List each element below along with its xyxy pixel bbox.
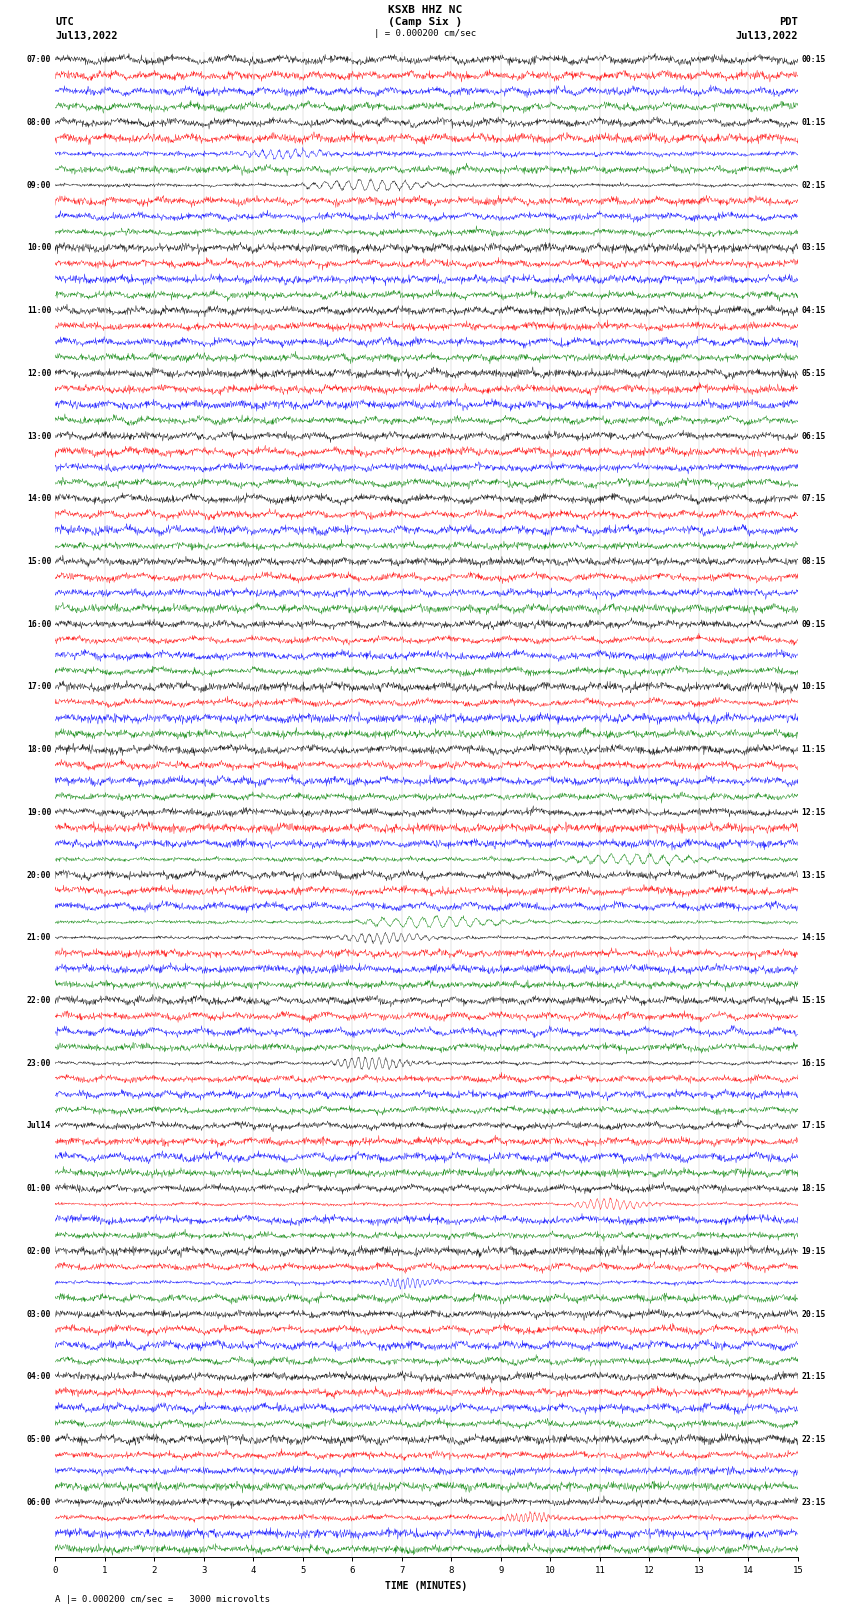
Text: 17:00: 17:00 [27, 682, 51, 692]
Text: 20:00: 20:00 [27, 871, 51, 879]
Text: 22:00: 22:00 [27, 995, 51, 1005]
Text: 21:15: 21:15 [802, 1373, 826, 1381]
Text: 03:15: 03:15 [802, 244, 826, 253]
Text: 23:00: 23:00 [27, 1058, 51, 1068]
Text: 22:15: 22:15 [802, 1436, 826, 1444]
Text: 09:15: 09:15 [802, 619, 826, 629]
Text: 05:00: 05:00 [27, 1436, 51, 1444]
Text: 16:00: 16:00 [27, 619, 51, 629]
Text: 08:15: 08:15 [802, 556, 826, 566]
Text: 06:00: 06:00 [27, 1497, 51, 1507]
Text: 02:15: 02:15 [802, 181, 826, 190]
Text: 18:15: 18:15 [802, 1184, 826, 1194]
Text: 06:15: 06:15 [802, 432, 826, 440]
Text: Jul14: Jul14 [27, 1121, 51, 1131]
Text: 21:00: 21:00 [27, 934, 51, 942]
Text: UTC: UTC [55, 18, 74, 27]
Text: 13:00: 13:00 [27, 432, 51, 440]
Text: 09:00: 09:00 [27, 181, 51, 190]
Text: 05:15: 05:15 [802, 369, 826, 377]
Text: 04:15: 04:15 [802, 306, 826, 315]
Text: 10:15: 10:15 [802, 682, 826, 692]
Text: 16:15: 16:15 [802, 1058, 826, 1068]
Text: 11:15: 11:15 [802, 745, 826, 755]
Text: 12:15: 12:15 [802, 808, 826, 816]
Text: 23:15: 23:15 [802, 1497, 826, 1507]
Text: 04:00: 04:00 [27, 1373, 51, 1381]
Text: 07:15: 07:15 [802, 494, 826, 503]
Text: 12:00: 12:00 [27, 369, 51, 377]
Text: 10:00: 10:00 [27, 244, 51, 253]
Text: 19:00: 19:00 [27, 808, 51, 816]
Text: PDT: PDT [779, 18, 798, 27]
Text: KSXB HHZ NC: KSXB HHZ NC [388, 5, 462, 15]
Text: 08:00: 08:00 [27, 118, 51, 127]
Text: 13:15: 13:15 [802, 871, 826, 879]
Text: Jul13,2022: Jul13,2022 [55, 31, 117, 40]
Text: 20:15: 20:15 [802, 1310, 826, 1318]
Text: | = 0.000200 cm/sec: | = 0.000200 cm/sec [374, 29, 476, 39]
Text: 01:15: 01:15 [802, 118, 826, 127]
Text: 01:00: 01:00 [27, 1184, 51, 1194]
Text: 14:00: 14:00 [27, 494, 51, 503]
Text: 15:15: 15:15 [802, 995, 826, 1005]
Text: 03:00: 03:00 [27, 1310, 51, 1318]
Text: 02:00: 02:00 [27, 1247, 51, 1257]
Text: 07:00: 07:00 [27, 55, 51, 65]
Text: 18:00: 18:00 [27, 745, 51, 755]
Text: 11:00: 11:00 [27, 306, 51, 315]
Text: 00:15: 00:15 [802, 55, 826, 65]
Text: 19:15: 19:15 [802, 1247, 826, 1257]
Text: Jul13,2022: Jul13,2022 [735, 31, 798, 40]
Text: (Camp Six ): (Camp Six ) [388, 18, 462, 27]
Text: A |= 0.000200 cm/sec =   3000 microvolts: A |= 0.000200 cm/sec = 3000 microvolts [55, 1595, 270, 1603]
Text: 15:00: 15:00 [27, 556, 51, 566]
Text: 17:15: 17:15 [802, 1121, 826, 1131]
X-axis label: TIME (MINUTES): TIME (MINUTES) [385, 1581, 468, 1590]
Text: 14:15: 14:15 [802, 934, 826, 942]
